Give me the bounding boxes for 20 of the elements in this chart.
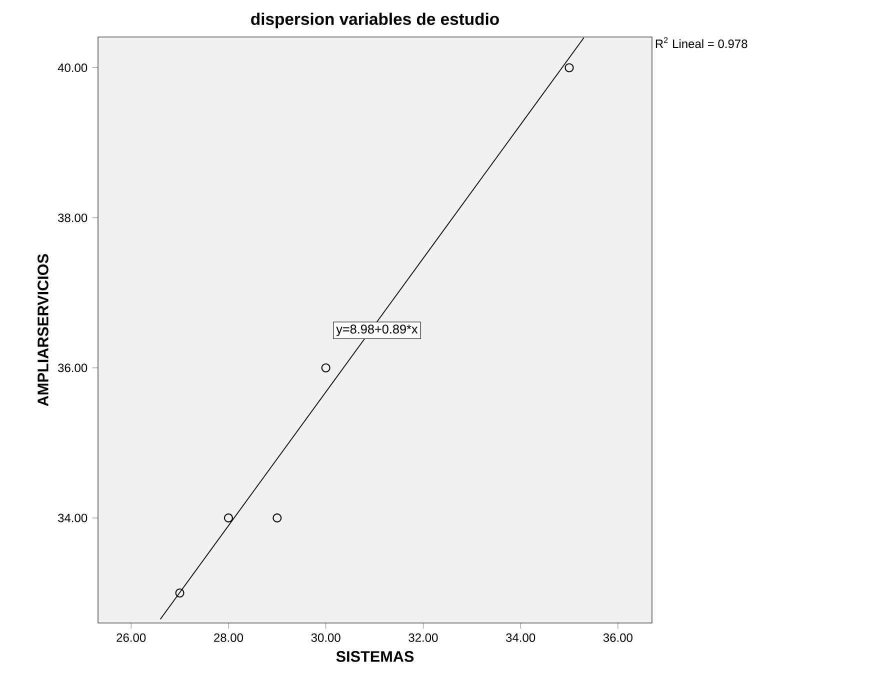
text: R$^{2}$ Lineal = 0.978 — [656, 37, 748, 48]
point — [175, 588, 184, 598]
x-tick-label: 30.00 — [311, 633, 340, 642]
x-tick-label: 26.00 — [116, 633, 146, 642]
x-tick-label: 34.00 — [506, 633, 536, 642]
y-tick-label: 34.00 — [58, 514, 88, 522]
chart-title: dispersion variables de estudio — [251, 12, 499, 28]
x-tick-label: 28.00 — [214, 633, 244, 642]
annotation: y=8.98+0.89*x — [336, 324, 418, 336]
point — [321, 363, 330, 372]
point — [224, 513, 233, 522]
point — [272, 513, 282, 522]
point — [564, 63, 574, 72]
x-tick-label: 32.00 — [408, 633, 438, 642]
x-axis-title: SISTEMAS — [336, 651, 414, 662]
y-tick-label: 38.00 — [58, 214, 88, 222]
x-tick-label: 36.00 — [603, 633, 632, 642]
y-tick-label: 36.00 — [58, 364, 88, 372]
y-tick-label: 40.00 — [58, 64, 88, 72]
y-axis-title: AMPLIARSERVICIOS — [38, 254, 48, 406]
